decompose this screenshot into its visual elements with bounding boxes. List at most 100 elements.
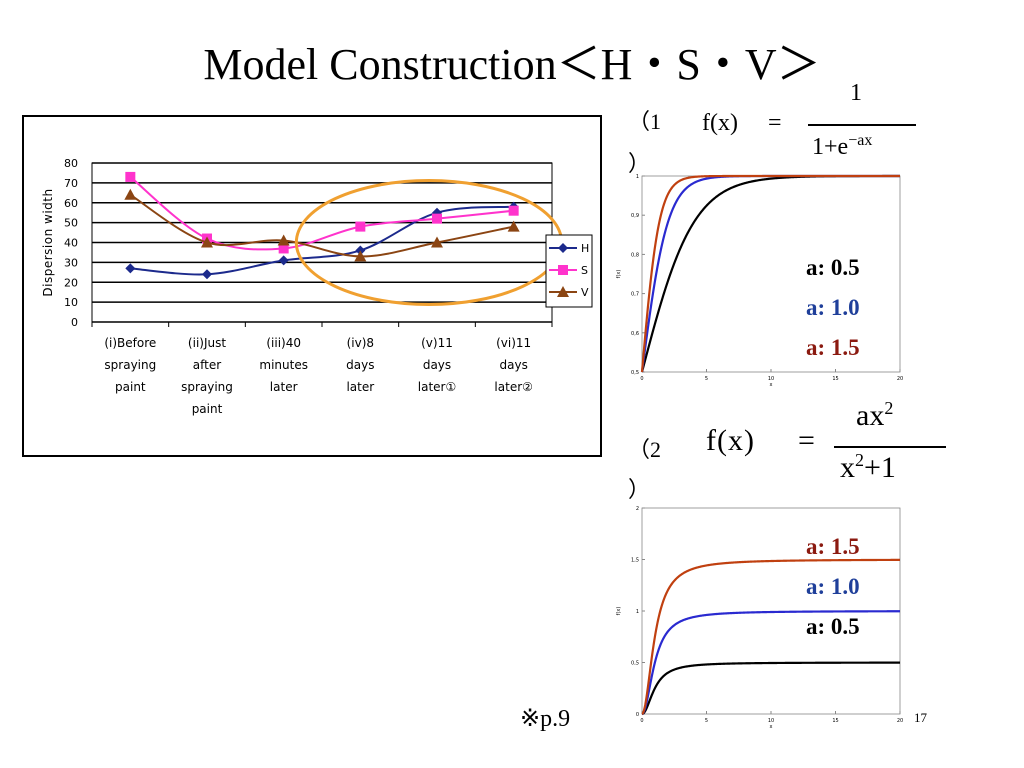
- data-point-H: [202, 269, 212, 280]
- x-tick-label-line: days: [500, 358, 528, 372]
- x-axis-title: x: [770, 724, 773, 730]
- legend-label-V: V: [581, 286, 589, 299]
- equation-2-fraction-bar: [834, 446, 946, 448]
- equation-2-numerator: ax2: [856, 398, 893, 433]
- x-tick-label: (v)11 days later①: [418, 336, 456, 394]
- equation-1-equals: =: [768, 110, 782, 136]
- legend-label-H: H: [581, 242, 589, 255]
- x-tick-label: 20: [897, 376, 903, 382]
- reference-note: ※p.9: [520, 706, 571, 732]
- x-axis-title: x: [770, 382, 773, 388]
- plot2-annotation-a10: a: 1.0: [806, 574, 860, 599]
- x-tick-label-line: later②: [494, 380, 532, 394]
- y-tick-label: 30: [64, 256, 78, 269]
- y-tick-label: 0,5: [631, 661, 639, 667]
- data-point-V: [124, 188, 137, 200]
- x-tick-label-line: days: [423, 358, 451, 372]
- data-point-H: [125, 263, 136, 274]
- equation-2-denominator-exponent: 2: [855, 450, 864, 470]
- y-tick-label: 20: [64, 276, 78, 289]
- data-point-S: [558, 265, 568, 275]
- y-tick-label: 10: [64, 296, 78, 309]
- x-tick-label: 15: [832, 718, 838, 724]
- y-tick-label: 40: [64, 237, 78, 250]
- x-tick-label-line: (iii)40: [266, 336, 301, 350]
- y-tick-label: 0: [71, 316, 78, 329]
- x-tick-label-line: spraying: [181, 380, 233, 394]
- x-tick-label: 10: [768, 718, 774, 724]
- y-tick-label: 0,5: [631, 370, 639, 376]
- y-tick-label: 1: [636, 609, 639, 615]
- equation-1-lhs: f(x): [702, 110, 738, 136]
- equation-2-lhs: f(x): [706, 424, 755, 457]
- y-axis-title: Dispersion width: [41, 188, 55, 296]
- y-tick-label: 0,7: [631, 292, 639, 298]
- x-tick-label-line: later: [270, 380, 298, 394]
- x-tick-label-line: (vi)11: [496, 336, 531, 350]
- x-tick-label-line: later: [346, 380, 374, 394]
- x-tick-label-line: paint: [192, 402, 223, 416]
- x-tick-label: (iv)8 days later: [346, 336, 374, 394]
- data-point-V: [354, 250, 367, 262]
- y-tick-label: 0,9: [631, 213, 639, 219]
- y-axis-title: f(x): [616, 270, 622, 279]
- y-axis-title: f(x): [616, 607, 622, 616]
- data-point-S: [125, 171, 136, 182]
- data-point-S: [508, 205, 519, 216]
- equation-2-numerator-exponent: 2: [884, 398, 894, 418]
- x-tick-label: 20: [897, 718, 903, 724]
- plot1-annotation-a15: a: 1.5: [806, 335, 860, 360]
- series-line-V: [129, 193, 514, 258]
- rational-plot: 0 5 10 15 20 0 0,5 1 1,5 2 x f(x): [616, 506, 903, 730]
- data-point-V: [557, 286, 569, 297]
- equation-2-denominator-base: x: [840, 451, 855, 484]
- y-tick-label: 1,5: [631, 558, 639, 564]
- data-point-S: [278, 243, 289, 254]
- page-number: 17: [914, 710, 927, 725]
- equation-2-numerator-base: ax: [856, 399, 885, 432]
- data-point-V: [507, 220, 520, 232]
- curve-a05: [641, 661, 900, 716]
- equation-1-number-close: ）: [628, 151, 651, 176]
- x-tick-label: 15: [832, 376, 838, 382]
- logistic-plot: 0 5 10 15 20 0,5 0,6 0,7 0,8 0,9 1 x f(x): [616, 174, 903, 388]
- equation-1-denominator-base: 1+e: [812, 134, 849, 160]
- x-tick-label-line: (i)Before: [104, 336, 156, 350]
- x-tick-label: (i)Before spraying paint: [104, 336, 156, 394]
- x-tick-label-line: spraying: [104, 358, 156, 372]
- data-point-V: [277, 234, 290, 246]
- legend-label-S: S: [581, 264, 588, 277]
- data-point-V: [431, 236, 443, 248]
- equation-2-equals: =: [798, 424, 815, 457]
- x-tick-label: (ii)Just after spraying paint: [181, 336, 233, 416]
- y-tick-label: 80: [64, 157, 78, 170]
- curve-a1: [641, 610, 900, 716]
- x-tick-label-line: (iv)8: [347, 336, 374, 350]
- x-tick-label: 5: [705, 718, 708, 724]
- y-tick-label: 0: [636, 712, 639, 718]
- equation-2-denominator: x2+1: [840, 450, 896, 485]
- x-tick-label-line: after: [193, 358, 221, 372]
- equation-2-number-open: （2: [628, 437, 662, 462]
- plot2-annotation-a15: a: 1.5: [806, 534, 860, 559]
- x-tick-label: 0: [640, 376, 643, 382]
- y-tick-label: 0,6: [631, 331, 639, 337]
- y-tick-label: 60: [64, 197, 78, 210]
- equation-1-number-open: （1: [628, 109, 662, 134]
- x-tick-label: 10: [768, 376, 774, 382]
- x-tick-label: 0: [640, 718, 643, 724]
- curve-a15: [641, 558, 900, 715]
- data-point-H: [558, 243, 568, 253]
- data-point-S: [355, 221, 366, 232]
- series-line-H: [130, 205, 514, 276]
- plot1-annotation-a05: a: 0.5: [806, 255, 860, 280]
- plot2-annotation-a05: a: 0.5: [806, 614, 860, 639]
- x-tick-label-line: (v)11: [421, 336, 453, 350]
- y-tick-label: 50: [64, 217, 78, 230]
- x-tick-label-line: later①: [418, 380, 456, 394]
- x-tick-label-line: (ii)Just: [188, 336, 226, 350]
- x-tick-label: 5: [705, 376, 708, 382]
- x-tick-label: (vi)11 days later②: [494, 336, 532, 394]
- plot1-annotation-a10: a: 1.0: [806, 295, 860, 320]
